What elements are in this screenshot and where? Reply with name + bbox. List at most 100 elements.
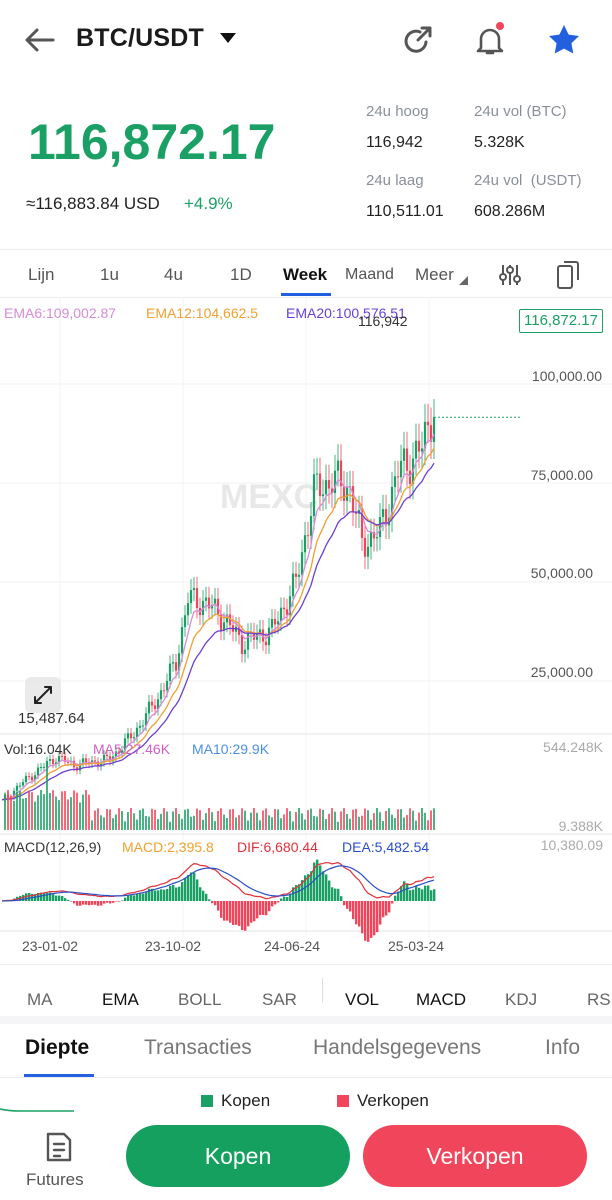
candle-body (129, 733, 133, 739)
indicator-rsi[interactable]: RS (587, 990, 611, 1009)
volume-bar (214, 821, 216, 830)
tab-info[interactable]: Info (545, 1036, 581, 1059)
candle-body (384, 509, 388, 526)
tab-trades[interactable]: Transacties (144, 1036, 252, 1059)
macd-line (1, 861, 435, 902)
candle-body (288, 596, 292, 615)
macd-bar (289, 893, 292, 901)
candle-body (324, 480, 328, 495)
macd-bar (202, 890, 205, 901)
volume-bar (175, 808, 177, 830)
volume-bar (313, 816, 315, 830)
tf-week[interactable]: Week (283, 265, 328, 284)
back-arrow-icon[interactable] (22, 22, 58, 58)
stat-low-value: 110,511.01 (366, 203, 444, 220)
volume-bar (376, 808, 378, 830)
indicator-ma[interactable]: MA (27, 990, 53, 1009)
volume-bar (298, 808, 300, 830)
candle-body (393, 476, 397, 487)
macd-bar (229, 901, 232, 923)
indicator-ema[interactable]: EMA (102, 990, 139, 1009)
tf-1h[interactable]: 1u (100, 265, 119, 284)
macd-bar (298, 884, 301, 901)
tf-line[interactable]: Lijn (28, 265, 55, 284)
macd-bar (103, 901, 106, 904)
indicator-vol[interactable]: VOL (345, 990, 380, 1009)
x-axis-label: 25-03-24 (388, 938, 445, 954)
candle-body (234, 626, 238, 632)
candle-body (297, 574, 301, 577)
candle-body (78, 763, 82, 771)
macd-bar (193, 872, 196, 901)
macd-bar (292, 887, 295, 901)
candle-body (420, 448, 424, 452)
tab-depth[interactable]: Diepte (25, 1036, 90, 1059)
futures-icon[interactable] (42, 1130, 76, 1164)
landscape-icon[interactable] (555, 260, 581, 290)
candle-body (123, 738, 127, 751)
tab-trading-data[interactable]: Handelsgegevens (313, 1036, 482, 1059)
watermark: MEXC (220, 478, 318, 516)
volume-bar (253, 808, 255, 830)
sell-button[interactable]: Verkopen (363, 1125, 587, 1187)
last-price: 116,872.17 (28, 114, 276, 170)
volume-bar (391, 814, 393, 830)
indicator-kdj[interactable]: KDJ (505, 990, 538, 1009)
dea-label: DEA:5,482.54 (342, 839, 430, 855)
candle-body (390, 486, 394, 519)
candle-body (414, 440, 418, 459)
buy-swatch (201, 1095, 213, 1107)
volume-bar (124, 821, 126, 830)
buy-button[interactable]: Kopen (126, 1125, 350, 1187)
candle-body (270, 619, 274, 628)
share-icon[interactable] (400, 22, 436, 58)
caret-down-icon[interactable] (220, 33, 236, 43)
chart-settings-icon[interactable] (497, 262, 523, 288)
expand-icon[interactable] (25, 677, 61, 713)
candle-body (396, 476, 400, 478)
candle-body (144, 713, 148, 726)
pair-title[interactable]: BTC/USDT (76, 24, 204, 52)
volume-bar (133, 813, 135, 830)
tf-month[interactable]: Maand (345, 266, 394, 283)
bell-icon[interactable] (472, 22, 508, 58)
macd-bar (427, 885, 430, 901)
macd-bar (307, 874, 310, 901)
candle-body (105, 754, 109, 757)
volume-bar (148, 816, 150, 830)
macd-bar (46, 892, 49, 901)
volume-bar (25, 797, 27, 830)
volume-bar (286, 808, 288, 830)
tf-4h[interactable]: 4u (164, 265, 183, 284)
candle-body (432, 417, 436, 442)
candle-body (54, 762, 58, 765)
volume-bar (232, 809, 234, 830)
tf-more[interactable]: Meer (415, 265, 454, 284)
volume-bar (67, 799, 69, 830)
candle-body (153, 705, 157, 710)
divider (0, 297, 612, 298)
x-axis-label: 23-10-02 (145, 938, 202, 954)
volume-bar (316, 816, 318, 830)
tf-1d[interactable]: 1D (230, 265, 252, 284)
volume-bar (346, 814, 348, 830)
indicator-macd[interactable]: MACD (416, 990, 467, 1009)
macd-bar (277, 901, 280, 903)
futures-label[interactable]: Futures (26, 1170, 84, 1189)
macd-bar (217, 901, 220, 911)
indicator-boll[interactable]: BOLL (178, 990, 222, 1009)
candle-body (285, 609, 289, 615)
star-icon[interactable] (546, 22, 582, 58)
volume-bar (226, 818, 228, 830)
volume-bar (28, 790, 30, 830)
vol-axis-min: 9.388K (558, 818, 603, 834)
volume-bar (223, 814, 225, 830)
candle-body (126, 733, 130, 739)
price-chart[interactable]: MEXC (0, 298, 612, 964)
candle-body (84, 758, 88, 763)
indicator-sar[interactable]: SAR (262, 990, 297, 1009)
macd-bar (106, 901, 109, 903)
macd-bar (319, 865, 322, 901)
vol-label: Vol:16.04K (4, 741, 72, 757)
volume-bar (430, 810, 432, 830)
